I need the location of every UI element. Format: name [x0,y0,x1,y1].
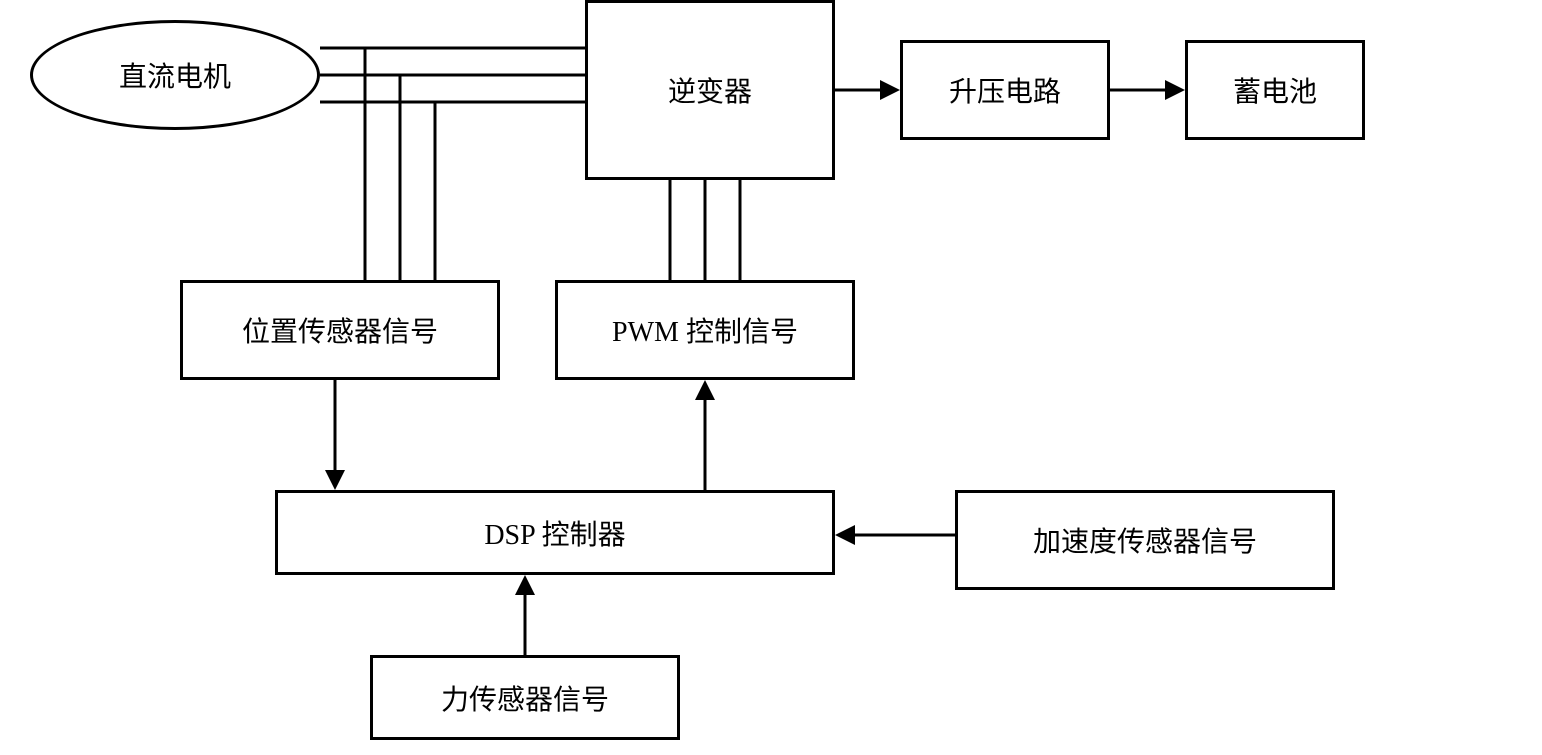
arrow-head-icon [1165,80,1185,100]
node-label: 加速度传感器信号 [1033,520,1257,560]
arrow-head-icon [695,380,715,400]
block-diagram: 直流电机 逆变器 升压电路 蓄电池 位置传感器信号 PWM 控制信号 DSP 控… [0,0,1542,755]
node-label: 力传感器信号 [441,678,609,718]
node-label: DSP 控制器 [484,513,625,553]
node-label: 蓄电池 [1233,70,1317,110]
arrow-head-icon [325,470,345,490]
arrow-head-icon [835,525,855,545]
node-pwm: PWM 控制信号 [555,280,855,380]
node-battery: 蓄电池 [1185,40,1365,140]
node-dc-motor: 直流电机 [30,20,320,130]
node-boost: 升压电路 [900,40,1110,140]
node-accel-sensor: 加速度传感器信号 [955,490,1335,590]
arrow-head-icon [515,575,535,595]
node-position-sensor: 位置传感器信号 [180,280,500,380]
node-force-sensor: 力传感器信号 [370,655,680,740]
node-label: PWM 控制信号 [612,310,798,350]
node-label: 升压电路 [949,70,1061,110]
node-label: 直流电机 [119,55,231,95]
node-inverter: 逆变器 [585,0,835,180]
node-label: 逆变器 [668,70,752,110]
arrow-head-icon [880,80,900,100]
node-dsp: DSP 控制器 [275,490,835,575]
node-label: 位置传感器信号 [242,310,438,350]
